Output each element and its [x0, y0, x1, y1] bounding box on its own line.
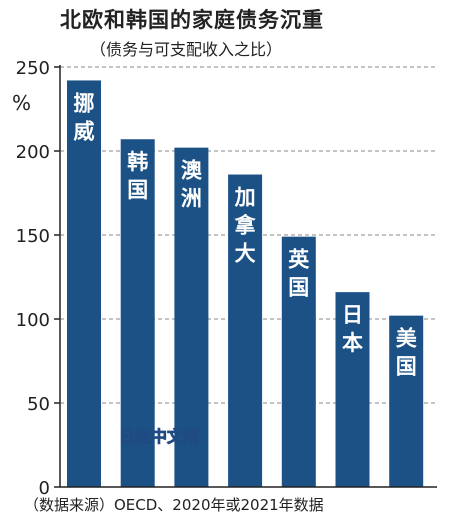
- bar-category-label: 美国: [396, 327, 417, 379]
- chart-subtitle: （债务与可支配收入之比）: [90, 40, 283, 59]
- bar-category-label: 英国: [288, 248, 310, 300]
- bar: [174, 147, 209, 487]
- y-tick-label: 50: [27, 394, 50, 415]
- bar: [228, 174, 263, 487]
- y-tick-label: 100: [16, 310, 50, 331]
- source-note: （数据来源）OECD、2020年或2021年数据: [24, 496, 324, 514]
- y-axis-ticks: 0 50 100 150 200 250: [16, 58, 60, 499]
- bar: [67, 80, 101, 487]
- bar-category-label: 挪威: [74, 91, 95, 143]
- y-axis-unit-label: %: [12, 91, 31, 115]
- bar-category-label: 韩国: [127, 150, 148, 202]
- bar-category-label: 加拿大: [234, 186, 257, 266]
- y-tick-label: 250: [16, 58, 50, 79]
- bar: [120, 139, 155, 488]
- y-tick-label: 0: [39, 478, 50, 499]
- bar: [335, 292, 370, 487]
- bars: 挪威韩国澳洲加拿大英国日本 美国: [67, 80, 424, 488]
- y-tick-label: 150: [16, 226, 50, 247]
- bar: [281, 236, 316, 487]
- chart-title: 北欧和韩国的家庭债务沉重: [60, 8, 324, 32]
- bar-category-label: 日本: [342, 303, 363, 355]
- y-tick-label: 200: [16, 142, 50, 163]
- watermark-logo: 日经中文网: [119, 427, 199, 446]
- bar: [389, 315, 424, 487]
- bar-category-label: 澳洲: [181, 159, 203, 211]
